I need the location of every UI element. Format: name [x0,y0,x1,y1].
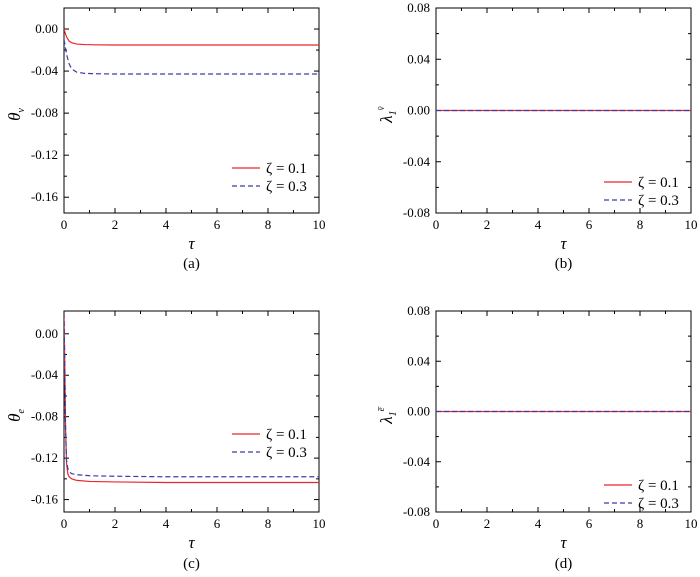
x-tick-label: 0 [61,516,68,531]
x-tick-label: 2 [112,217,119,232]
y-axis-label: θe [5,409,27,422]
y-axis-label: θv [5,108,27,121]
x-tick-label: 4 [163,516,170,531]
panel-caption: (a) [183,256,200,272]
y-axis-label: λ1v̄ [376,106,399,124]
x-tick-label: 4 [535,217,542,232]
legend-label-1: ζ = 0.1 [638,478,679,494]
x-axis-label: τ [188,533,195,552]
legend-label-1: ζ = 0.1 [638,175,679,191]
x-tick-label: 10 [685,217,698,232]
x-tick-label: 2 [484,516,491,531]
y-tick-label: 0.04 [407,51,430,66]
panel-c: 0 2 4 6 8 10 0.00 -0.04 -0.08 -0.12 -0.16 τ θe ζ = 0.… [5,310,326,572]
panel-d: 0 2 4 6 8 10 0.08 0.04 0.00 -0.04 -0.08 τ λ1e̅ ζ = 0.… [376,303,698,572]
legend-label-1: ζ = 0.1 [266,161,307,177]
x-tick-label: 4 [163,217,170,232]
x-tick-label: 10 [313,217,326,232]
y-tick-label: -0.04 [403,154,431,169]
x-axis-label: τ [560,533,567,552]
y-tick-label: -0.12 [31,450,58,465]
panel-caption: (d) [555,556,573,572]
series-line-1 [64,28,319,46]
y-tick-label: -0.12 [31,147,58,162]
x-tick-label: 10 [685,516,698,531]
legend-label-2: ζ = 0.3 [638,496,679,512]
panel-caption: (c) [183,556,200,572]
y-tick-label: -0.08 [403,504,430,519]
x-axis-label: τ [560,234,567,253]
legend-label-1: ζ = 0.1 [266,427,307,443]
x-tick-label: 6 [586,217,593,232]
panel-b: 0 2 4 6 8 10 0.08 0.04 0.00 -0.04 -0.08 τ λ1v̄ ζ = 0.… [376,0,698,272]
y-tick-label: 0.00 [35,326,58,341]
y-tick-label: 0.00 [407,103,430,118]
x-tick-label: 6 [586,516,593,531]
y-tick-label: 0.04 [407,353,430,368]
y-tick-label: 0.08 [407,0,430,15]
y-axis-label: λ1e̅ [376,406,399,425]
y-tick-label: -0.08 [31,105,58,120]
x-tick-label: 0 [433,516,440,531]
y-tick-label: 0.00 [35,21,58,36]
x-tick-label: 8 [265,516,272,531]
y-tick-label: -0.04 [403,454,431,469]
legend-label-2: ζ = 0.3 [266,179,307,195]
y-tick-label: -0.08 [403,205,430,220]
y-tick-label: -0.04 [31,63,59,78]
y-tick-label: -0.16 [31,189,59,204]
y-tick-label: 0.08 [407,303,430,318]
x-tick-label: 0 [433,217,440,232]
panel-caption: (b) [555,256,573,272]
x-axis-label: τ [188,234,195,253]
x-tick-label: 6 [214,516,221,531]
x-tick-label: 10 [313,516,326,531]
y-tick-label: 0.00 [407,404,430,419]
series-line-2 [64,313,319,478]
x-tick-label: 4 [535,516,542,531]
x-tick-label: 0 [61,217,68,232]
legend-label-2: ζ = 0.3 [638,193,679,209]
y-tick-label: -0.04 [31,367,59,382]
y-tick-label: -0.08 [31,409,58,424]
x-tick-label: 2 [112,516,119,531]
y-tick-label: -0.16 [31,492,59,507]
panel-a: 0 2 4 6 8 10 0.00 -0.04 -0.08 -0.12 -0.16 τ θv ζ = 0.… [5,7,326,272]
x-tick-label: 2 [484,217,491,232]
series-line-2 [64,39,319,75]
x-tick-label: 8 [637,217,644,232]
x-tick-label: 6 [214,217,221,232]
x-tick-label: 8 [637,516,644,531]
x-tick-label: 8 [265,217,272,232]
legend-label-2: ζ = 0.3 [266,445,307,461]
